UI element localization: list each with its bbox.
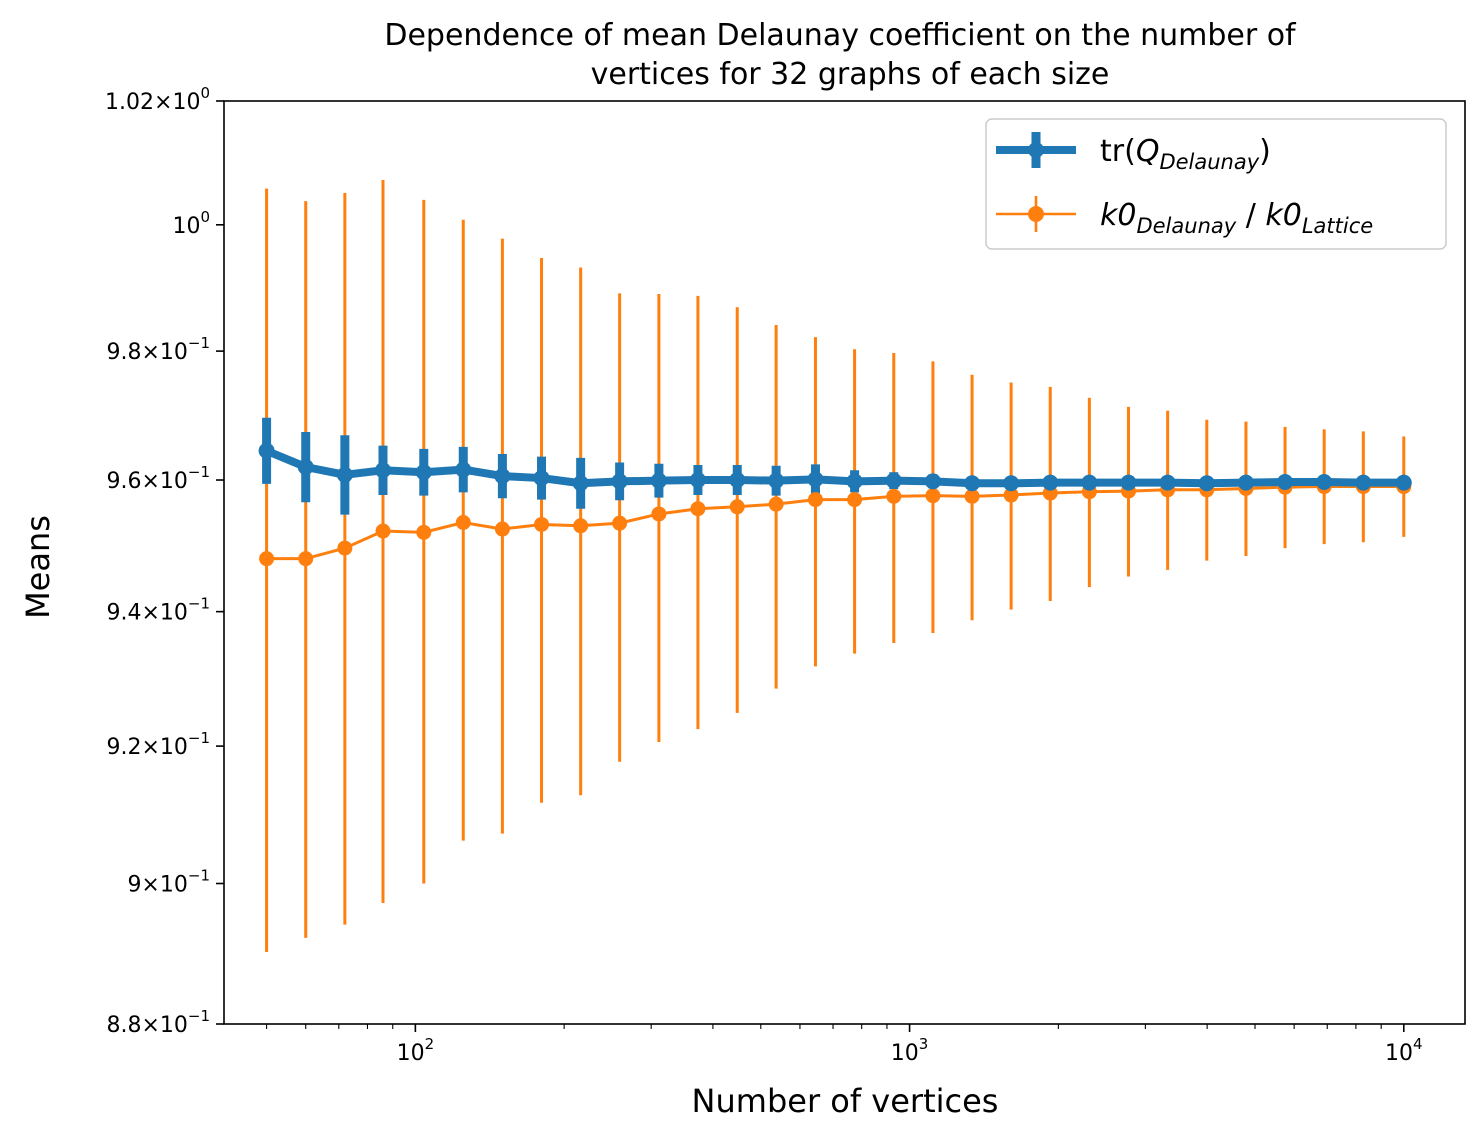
y-tick-label: 9.2×10−1 [106, 729, 210, 760]
x-tick-label: 103 [891, 1035, 929, 1066]
legend-text-delaunay-sub: Delaunay [1159, 150, 1259, 174]
point-k0-ratio [886, 488, 902, 504]
legend-text-lattice-sub: Lattice [1302, 214, 1373, 238]
point-trace-q [1081, 474, 1098, 491]
point-trace-q [572, 475, 589, 492]
legend: tr(QDelaunay) k0Delaunay / k0Lattice [985, 118, 1447, 250]
legend-text-q: Q [1136, 134, 1160, 169]
point-trace-q [258, 442, 275, 459]
point-trace-q [1355, 474, 1372, 491]
point-trace-q [964, 475, 981, 492]
y-tick-label: 9.6×10−1 [106, 463, 210, 494]
point-k0-ratio [651, 506, 667, 522]
legend-box [985, 118, 1447, 250]
point-trace-q [297, 459, 314, 476]
point-trace-q [885, 472, 902, 489]
y-tick-label: 100 [172, 208, 210, 239]
point-trace-q [689, 472, 706, 489]
axis-ticks: 1.02×100 100 9.8×10−1 9.6×10−1 9.4×10−1 9.2×1… [105, 84, 1423, 1066]
plot-frame [223, 100, 1466, 1025]
point-k0-ratio [416, 524, 432, 540]
point-k0-ratio [573, 518, 589, 534]
chart-title-line1: Dependence of mean Delaunay coefficient … [384, 18, 1297, 53]
point-trace-q [650, 472, 667, 489]
y-axis-label: Means [19, 515, 57, 619]
point-k0-ratio [298, 551, 314, 567]
point-k0-ratio [925, 488, 941, 504]
point-trace-q [611, 473, 628, 490]
legend-label-k0-ratio: k0Delaunay / k0Lattice [1100, 198, 1373, 238]
point-k0-ratio [807, 492, 823, 508]
point-trace-q [1277, 473, 1294, 490]
point-trace-q [533, 470, 550, 487]
legend-item-trace-q: tr(QDelaunay) [996, 132, 1271, 174]
y-tick-label: 9.4×10−1 [106, 595, 210, 626]
point-k0-ratio [494, 521, 510, 537]
point-trace-q [1237, 474, 1254, 491]
legend-label-trace-q: tr(QDelaunay) [1100, 134, 1271, 174]
legend-text-tr: tr( [1100, 134, 1136, 169]
point-k0-ratio [259, 551, 275, 567]
point-trace-q [846, 473, 863, 490]
point-k0-ratio [375, 523, 391, 539]
legend-marker-k0-ratio [1028, 206, 1044, 222]
y-tick-label: 1.02×100 [105, 84, 210, 115]
legend-text-delaunay-sub2: Delaunay [1136, 214, 1236, 238]
x-tick-label: 102 [397, 1035, 435, 1066]
point-k0-ratio [729, 499, 745, 515]
y-tick-label: 9.8×10−1 [106, 334, 210, 365]
legend-item-k0-ratio: k0Delaunay / k0Lattice [996, 196, 1373, 238]
y-tick-label: 9×10−1 [127, 867, 210, 898]
series-trace-q [258, 442, 1412, 492]
point-trace-q [729, 472, 746, 489]
point-trace-q [415, 464, 432, 481]
legend-text-slash: / [1236, 198, 1265, 233]
point-k0-ratio [847, 492, 863, 508]
legend-marker-trace-q [1028, 142, 1044, 158]
point-trace-q [807, 471, 824, 488]
point-trace-q [1120, 474, 1137, 491]
point-k0-ratio [964, 488, 980, 504]
point-trace-q [1042, 474, 1059, 491]
point-trace-q [374, 462, 391, 479]
point-trace-q [1395, 474, 1412, 491]
point-trace-q [1003, 475, 1020, 492]
point-trace-q [924, 473, 941, 490]
point-k0-ratio [612, 515, 628, 531]
point-k0-ratio [534, 516, 550, 532]
legend-text-k0-a: k0 [1100, 198, 1136, 233]
point-trace-q [494, 468, 511, 485]
legend-text-k0-b: k0 [1265, 198, 1301, 233]
point-trace-q [1159, 474, 1176, 491]
x-tick-label: 104 [1385, 1035, 1423, 1066]
point-trace-q [336, 466, 353, 483]
point-trace-q [1316, 473, 1333, 490]
y-tick-label: 8.8×10−1 [106, 1007, 210, 1038]
point-k0-ratio [690, 501, 706, 517]
x-axis-label: Number of vertices [692, 1082, 999, 1120]
chart-title-line2: vertices for 32 graphs of each size [591, 57, 1110, 92]
point-k0-ratio [768, 496, 784, 512]
point-trace-q [1198, 475, 1215, 492]
point-k0-ratio [1003, 487, 1019, 503]
point-trace-q [455, 461, 472, 478]
point-k0-ratio [337, 540, 353, 556]
point-trace-q [768, 472, 785, 489]
point-k0-ratio [455, 514, 471, 530]
legend-text-close-paren: ) [1259, 134, 1271, 169]
